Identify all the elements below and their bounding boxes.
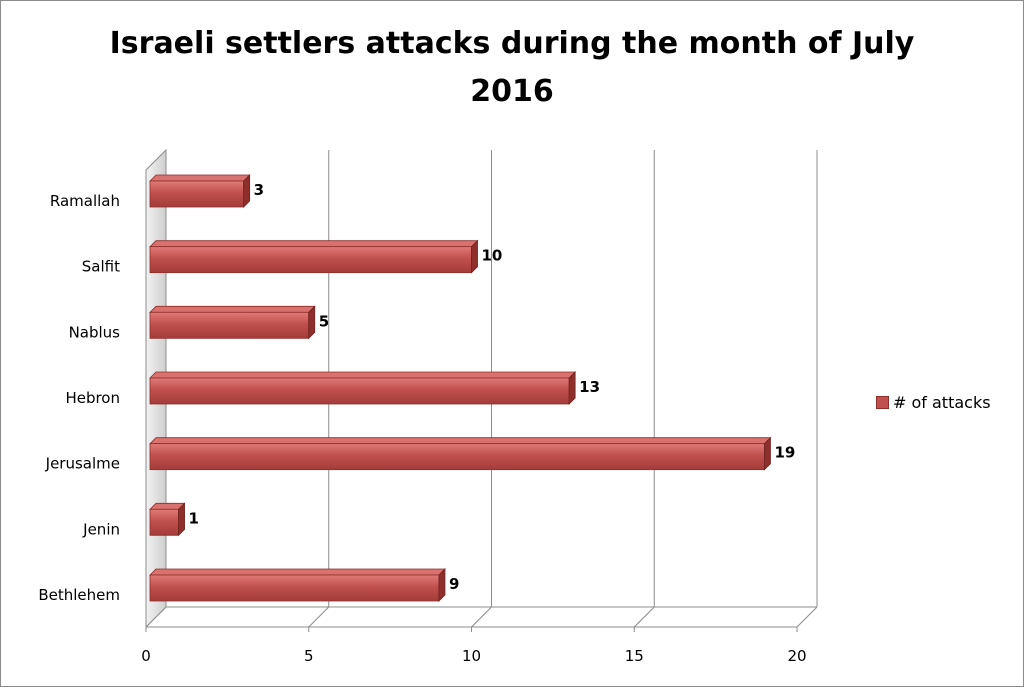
bar-top [149,240,479,248]
x-tick-label: 20 [787,647,806,665]
bar-end [243,174,251,208]
bars [149,174,772,602]
bar [149,508,179,536]
bar [149,377,570,405]
bar-top [149,174,251,182]
bar-top [149,568,446,576]
x-tick-label: 5 [304,647,314,665]
x-tick-label: 0 [141,647,151,665]
bar [149,443,765,471]
data-label: 13 [579,378,600,396]
bar-end [308,305,316,340]
bar-end [178,502,185,537]
category-label: Bethlehem [38,586,120,604]
data-label: 3 [254,181,264,199]
labels: 0 5 10 15 20 3 Ramallah 10 Salfit 5 Nablus 13 Hebron… [38,181,806,665]
bar-end [438,568,446,602]
category-label: Hebron [65,389,120,407]
bar [149,311,310,339]
x-tick-label: 10 [462,647,481,665]
category-label: Ramallah [50,192,120,210]
legend: # of attacks [876,393,991,412]
bar-top [149,371,577,379]
bar-top [149,305,316,313]
floor-gridline [308,606,330,628]
bar [149,246,472,274]
bar [149,180,245,208]
data-label: 10 [482,247,503,265]
data-label: 5 [319,312,329,330]
data-label: 9 [449,575,459,593]
legend-swatch [876,396,889,409]
bar-top [149,437,772,445]
floor-gridline [796,606,818,628]
category-label: Jerusalme [45,455,120,473]
bar-end [471,239,478,274]
bar [149,574,440,602]
bar-end [568,371,576,405]
chart-title: Israeli settlers attacks during the mont… [109,26,915,109]
x-tick-label: 15 [625,647,644,665]
category-label: Jenin [82,520,120,538]
bar-end [764,436,771,471]
category-label: Nablus [69,323,121,341]
category-label: Salfit [82,258,120,276]
data-label: 1 [189,509,199,527]
floor-gridline [471,606,492,628]
data-label: 19 [774,444,795,462]
legend-label: # of attacks [893,393,991,412]
floor-gridline [633,606,655,628]
